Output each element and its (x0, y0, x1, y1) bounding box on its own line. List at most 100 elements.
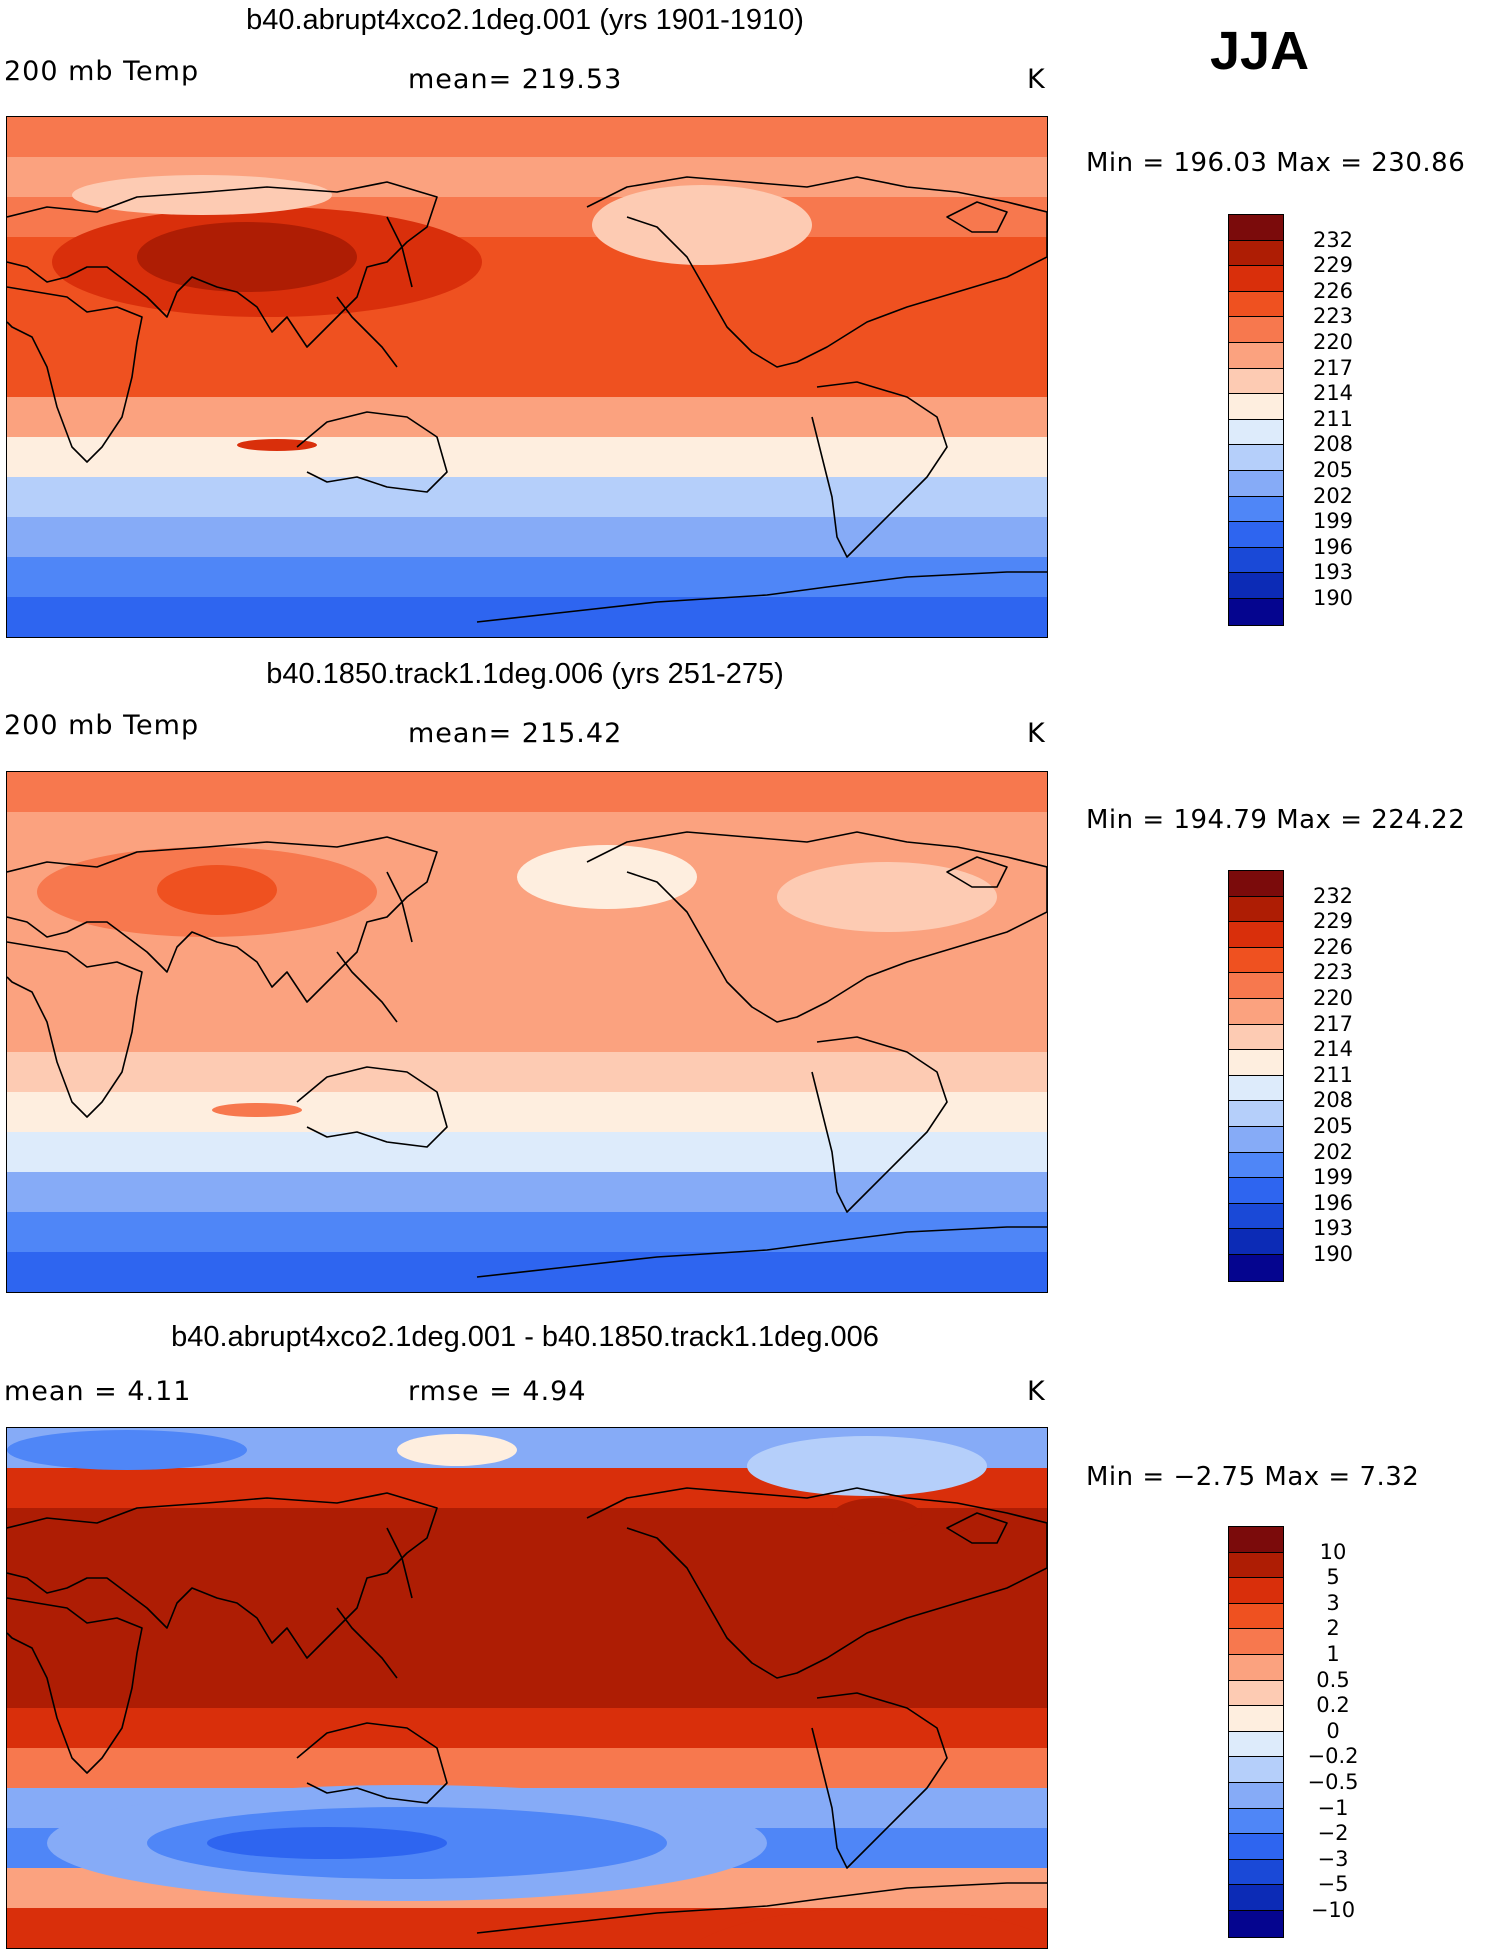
colorbar-tick-label: 1 (1326, 1642, 1340, 1666)
colorbar-tick-label: 202 (1312, 1139, 1354, 1164)
colorbar-tick-label: −0.2 (1307, 1744, 1359, 1769)
panel3-southern-cool-min (207, 1827, 447, 1859)
panel2-variable-label: 200 mb Temp (4, 710, 200, 741)
panel2-units-label: K (1027, 718, 1046, 749)
map-color-band (7, 437, 1047, 478)
coastline (811, 381, 948, 558)
colorbar-swatch (1229, 394, 1283, 420)
colorbar-tick-label: −3 (1317, 1846, 1349, 1871)
colorbar-swatch (1229, 1834, 1283, 1860)
panel3-rmse-label: rmse = 4.94 (408, 1376, 587, 1407)
colorbar-swatch (1229, 1024, 1283, 1051)
panel3-map-svg (7, 1428, 1047, 1948)
coastline (586, 176, 1047, 368)
colorbar-swatch (1229, 598, 1283, 625)
map-color-band (7, 477, 1047, 518)
map-color-band (7, 357, 1047, 398)
map-color-band (7, 1708, 1047, 1749)
colorbar-tick-label: 0.5 (1316, 1667, 1350, 1692)
colorbar-tick-label: 229 (1312, 909, 1354, 934)
colorbar-tick-label: 208 (1312, 1088, 1354, 1113)
colorbar-swatch (1229, 1731, 1283, 1758)
panel2-npacific-cool-blob (517, 845, 697, 909)
colorbar-swatch (1229, 1578, 1283, 1604)
map-color-band (7, 1748, 1047, 1789)
colorbar-swatch (1229, 291, 1283, 318)
colorbar-swatch (1229, 1254, 1283, 1281)
coastline (476, 1882, 1047, 1934)
colorbar-swatch (1229, 496, 1283, 523)
map-color-band (7, 317, 1047, 358)
colorbar-swatch (1229, 240, 1283, 267)
colorbar-swatch (1229, 342, 1283, 369)
panel2-title: b40.1850.track1.1deg.006 (yrs 251-275) (266, 658, 784, 690)
colorbar-swatch (1229, 1859, 1283, 1886)
colorbar-swatch (1229, 445, 1283, 471)
colorbar-swatch (1229, 998, 1283, 1025)
panel2-mean-label: mean= 215.42 (408, 718, 623, 749)
map-color-band (7, 1212, 1047, 1253)
season-label: JJA (1210, 21, 1310, 81)
panel3-title: b40.abrupt4xco2.1deg.001 - b40.1850.trac… (171, 1321, 879, 1353)
coastline (811, 1692, 948, 1869)
colorbar-tick-label: 199 (1312, 509, 1354, 534)
colorbar-tick-label: 2 (1326, 1616, 1340, 1641)
colorbar-swatch (1229, 1680, 1283, 1707)
colorbar-swatch (1229, 317, 1283, 343)
colorbar-tick-label: 193 (1312, 560, 1354, 585)
coastline (946, 856, 1008, 888)
colorbar-swatch (1229, 947, 1283, 974)
coastline (336, 1607, 398, 1679)
colorbar-tick-label: −2 (1317, 1821, 1349, 1846)
colorbar-tick-label: 0 (1326, 1718, 1340, 1743)
colorbar-tick-label: 10 (1319, 1539, 1347, 1564)
colorbar-tick-label: 202 (1312, 483, 1354, 508)
panel2-tibet-max-blob (157, 865, 277, 915)
panel1-eurasia-cool-blob (72, 175, 332, 215)
map-color-band (7, 1092, 1047, 1133)
panel2-map (6, 771, 1048, 1293)
panel3-minmax: Min = −2.75 Max = 7.32 (1086, 1462, 1420, 1492)
colorbar-tick-label: −10 (1310, 1898, 1356, 1922)
coastline (7, 1492, 438, 1659)
colorbar-tick-label: 5 (1326, 1565, 1340, 1590)
coastline (946, 1512, 1008, 1544)
map-color-band (7, 1012, 1047, 1053)
colorbar-swatch (1229, 871, 1283, 897)
colorbar-swatch (1229, 1152, 1283, 1179)
panel3-arctic-neutral-blob (397, 1434, 517, 1466)
coastline (946, 201, 1008, 233)
panel1-units-label: K (1027, 64, 1046, 95)
colorbar-swatch (1229, 1527, 1283, 1553)
colorbar-tick-label: 3 (1326, 1590, 1340, 1615)
map-color-band (7, 772, 1047, 813)
colorbar-tick-label: 214 (1312, 381, 1354, 406)
colorbar-tick-label: 226 (1312, 278, 1354, 303)
colorbar-tick-label: 193 (1312, 1216, 1354, 1241)
map-color-band (7, 117, 1047, 158)
colorbar-swatch (1229, 547, 1283, 574)
colorbar-swatch (1229, 1885, 1283, 1911)
colorbar-swatch (1229, 1552, 1283, 1579)
panel1-map (6, 116, 1048, 638)
colorbar-tick-label: 190 (1312, 586, 1354, 610)
coastline (386, 871, 413, 943)
colorbar-tick-label: 196 (1312, 534, 1354, 559)
colorbar-tick-label: 232 (1312, 883, 1354, 908)
map-color-band (7, 1668, 1047, 1709)
colorbar-swatch (1229, 266, 1283, 292)
colorbar-tick-label: 220 (1312, 986, 1354, 1010)
colorbar-tick-label: −0.5 (1307, 1770, 1359, 1794)
colorbar-swatch (1229, 1808, 1283, 1835)
panel1-colorbar (1228, 214, 1284, 626)
colorbar-swatch (1229, 1075, 1283, 1102)
panel2-atlantic-cool-blob (777, 862, 997, 932)
panel3-units-label: K (1027, 1376, 1046, 1407)
colorbar-tick-label: −1 (1317, 1795, 1349, 1820)
coastline (586, 1487, 1047, 1679)
coastline (386, 1527, 413, 1599)
coastline (7, 941, 143, 1118)
colorbar-swatch (1229, 1629, 1283, 1655)
colorbar-swatch (1229, 1229, 1283, 1255)
panel2-colorbar (1228, 870, 1284, 1282)
